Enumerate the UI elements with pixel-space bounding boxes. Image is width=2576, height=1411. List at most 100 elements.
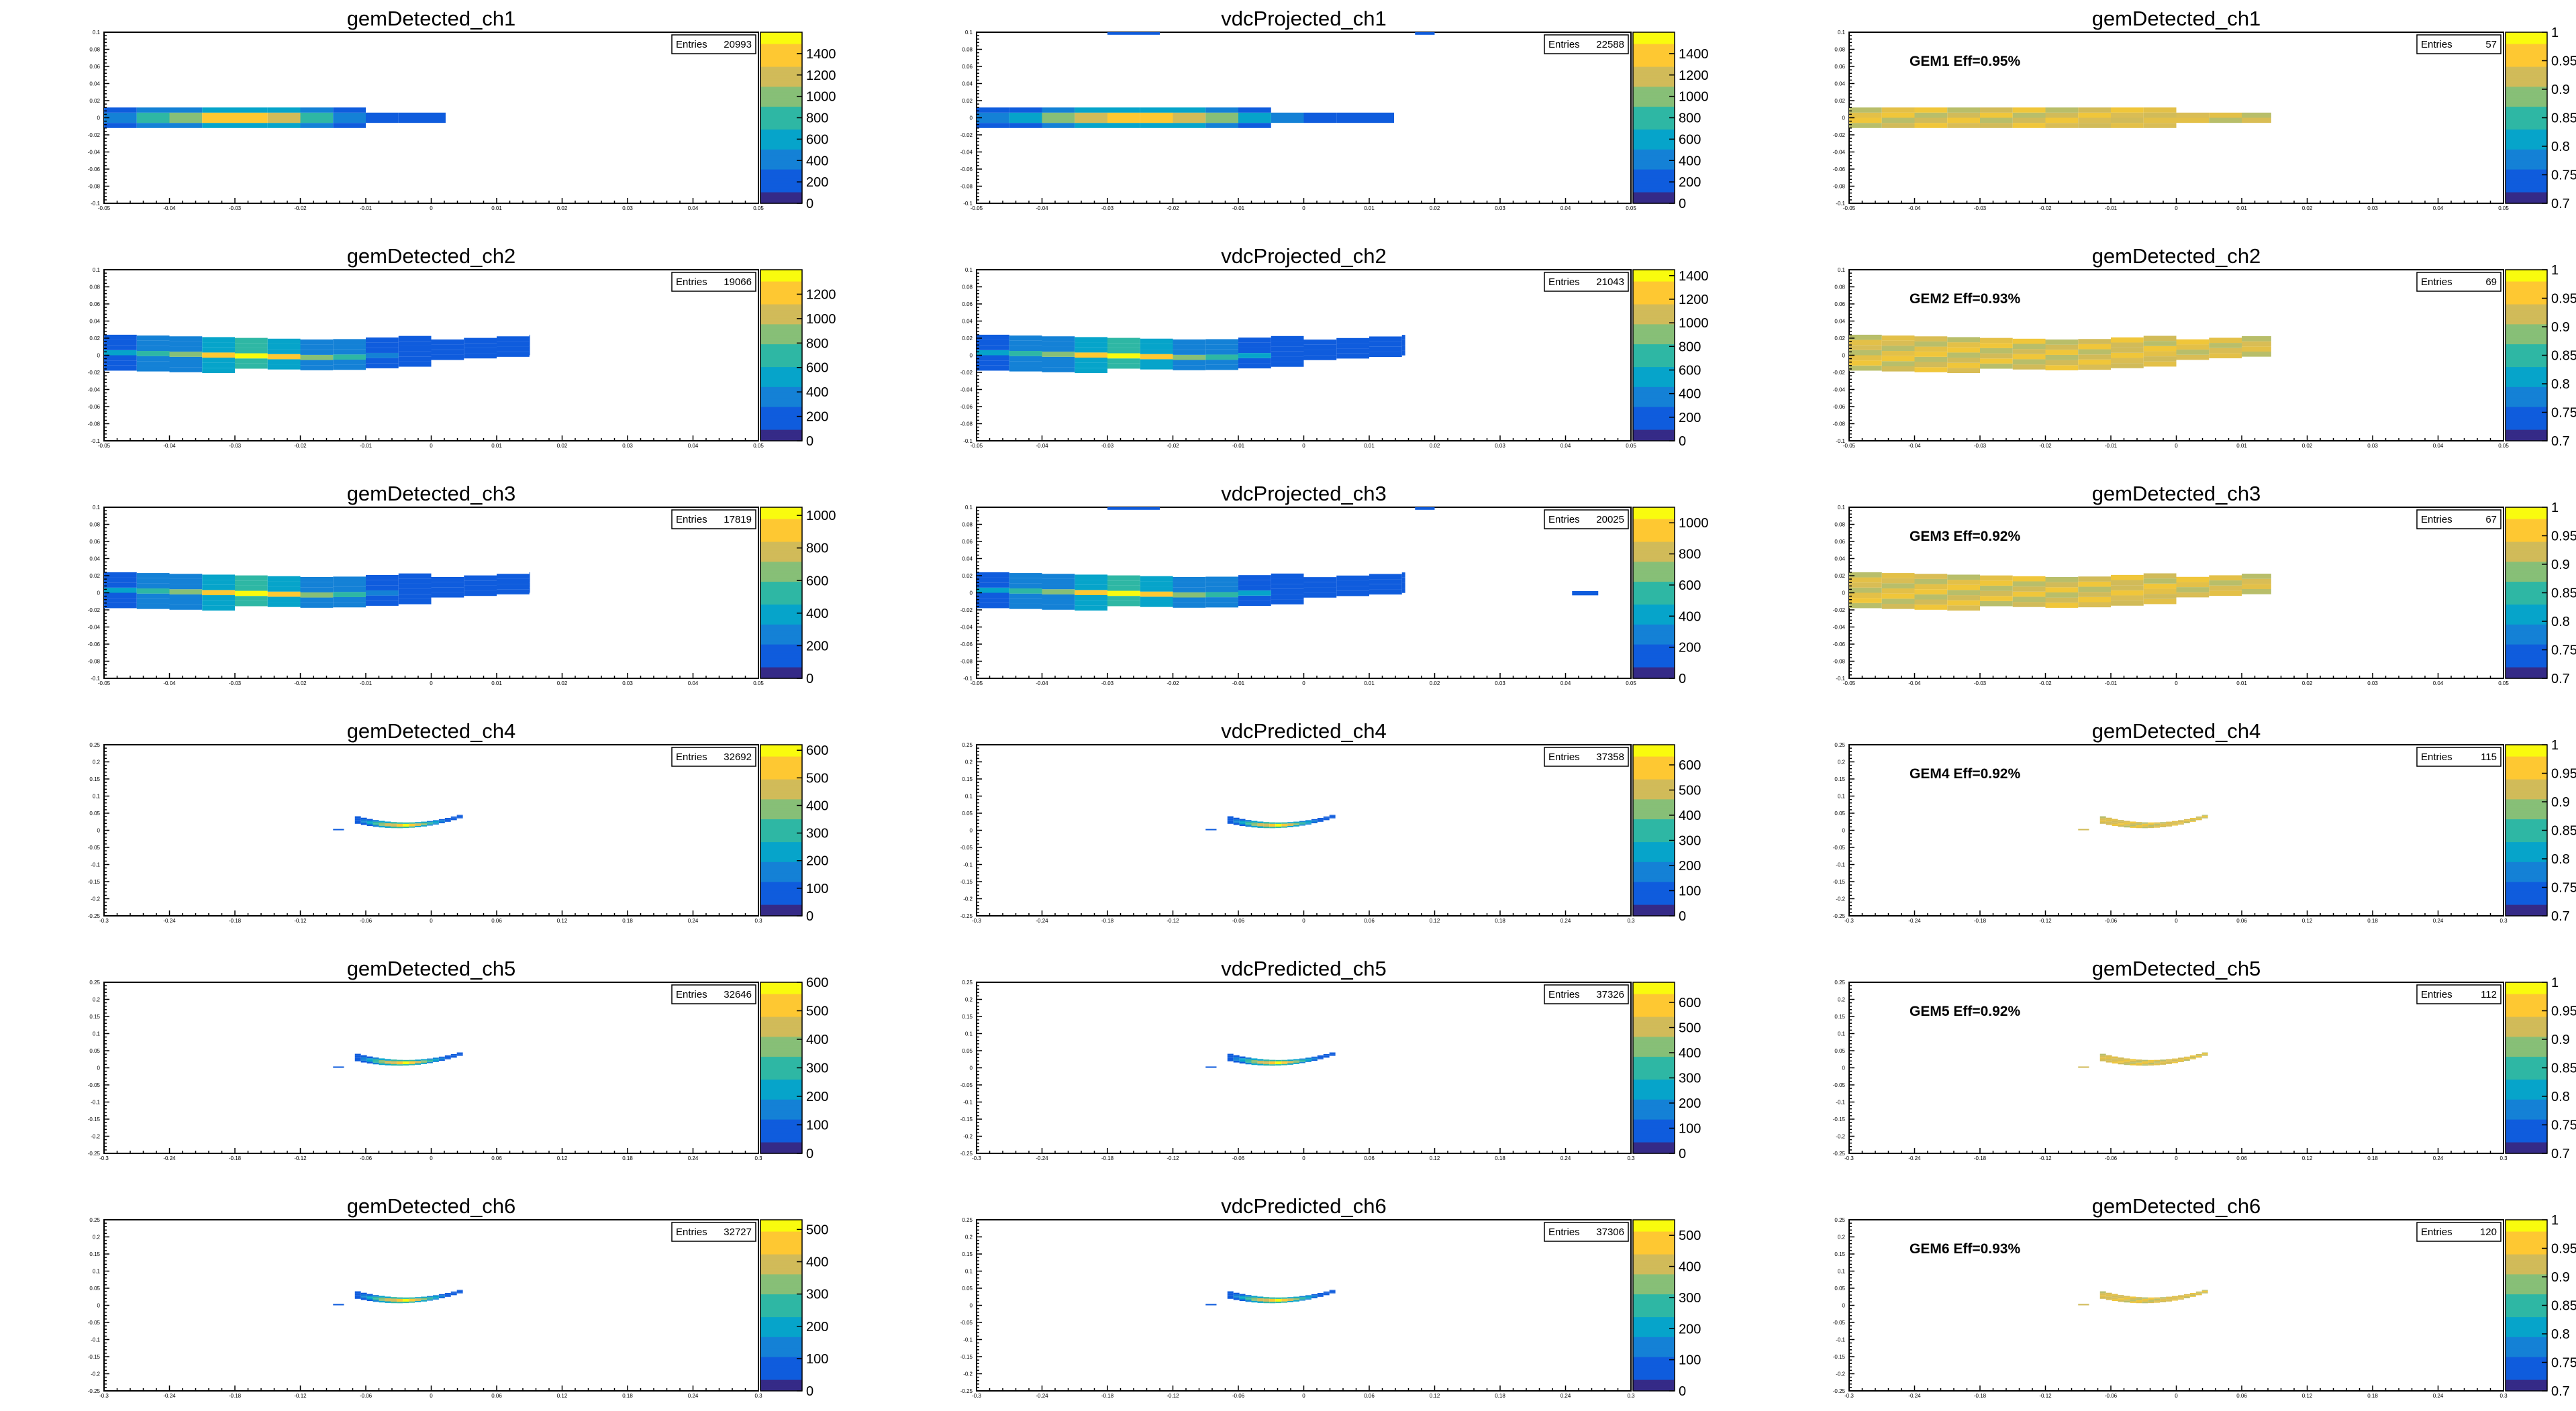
color-bar-step (760, 1076, 802, 1080)
color-bar-step (760, 747, 802, 751)
color-bar-step (760, 1071, 802, 1074)
color-bar-step (2506, 429, 2547, 433)
plot-pad-4: vdcProjected_ch2-0.05-0.04-0.03-0.02-0.0… (936, 243, 1725, 461)
x-tick-label: 0 (1302, 680, 1305, 686)
z-tick-label: 0.95 (2551, 529, 2576, 544)
heat-cell (170, 107, 203, 113)
z-tick-label: 1000 (806, 509, 836, 523)
heat-cell (1304, 582, 1337, 588)
color-bar-step (2506, 278, 2547, 282)
heat-cell (1275, 1061, 1281, 1063)
color-bar-step (760, 559, 802, 562)
y-tick-label: 0.08 (89, 284, 100, 291)
color-bar-step (760, 1014, 802, 1017)
x-tick-label: -0.03 (229, 205, 242, 211)
color-bar-step (1633, 398, 1675, 401)
color-bar-step (2506, 639, 2547, 642)
color-bar-step (760, 38, 802, 42)
heat-cell (409, 824, 415, 825)
stats-entries-value: 120 (2480, 1226, 2497, 1238)
heat-cell (2046, 582, 2079, 588)
heat-cell (2160, 826, 2166, 827)
color-bar-step (1633, 644, 1675, 647)
stats-entries-label: Entries (676, 514, 707, 525)
color-bar-step (1633, 1005, 1675, 1008)
heat-cell (137, 366, 170, 372)
color-bar-step (1633, 1034, 1675, 1037)
heat-cell (1299, 1059, 1305, 1060)
y-tick-label: -0.15 (960, 879, 973, 885)
heat-cell (1402, 340, 1405, 346)
heat-cell (355, 820, 361, 822)
stats-entries-value: 20025 (1596, 514, 1624, 525)
heat-cell (1947, 337, 1980, 342)
heat-cell (1042, 589, 1075, 594)
heat-cell (385, 1062, 391, 1063)
heat-cell (1269, 1063, 1275, 1064)
color-bar-step (760, 1363, 802, 1366)
color-bar-step (2506, 1145, 2547, 1148)
heat-cell (391, 822, 397, 823)
color-bar-step (1633, 1311, 1675, 1314)
color-bar-step (2506, 782, 2547, 785)
color-bar-step (760, 582, 802, 585)
color-bar-step (2506, 845, 2547, 848)
heat-cell (415, 1062, 421, 1063)
color-bar-step (760, 1008, 802, 1011)
x-tick-label: 0.06 (1364, 1393, 1375, 1399)
color-bar-step (1633, 836, 1675, 839)
y-tick-label: -0.06 (960, 641, 973, 647)
heat-cell (1228, 820, 1234, 822)
heat-cell (1257, 823, 1263, 825)
x-tick-label: -0.12 (1167, 918, 1179, 924)
heat-cell (137, 335, 170, 341)
heat-cell (1075, 348, 1107, 353)
y-tick-label: -0.05 (88, 1082, 101, 1088)
heat-cell (2124, 826, 2130, 827)
color-bar-step (1633, 839, 1675, 842)
heat-cell (2112, 824, 2118, 826)
heat-cell (2172, 823, 2178, 825)
color-bar-step (1633, 1076, 1675, 1080)
y-tick-label: 0.05 (89, 1286, 100, 1292)
heat-cell (421, 1059, 427, 1061)
color-bar-step (760, 415, 802, 419)
color-bar-step (2506, 347, 2547, 350)
z-tick-label: 0 (806, 1384, 813, 1399)
color-bar-step (760, 751, 802, 754)
stats-entries-value: 37306 (1596, 1226, 1624, 1238)
color-bar-step (1633, 78, 1675, 81)
stats-entries-label: Entries (676, 989, 707, 1000)
color-bar-step (1633, 135, 1675, 138)
y-tick-label: -0.06 (88, 166, 101, 172)
heat-cell (2046, 339, 2079, 345)
heat-cell (1246, 1061, 1252, 1063)
color-bar-step (1633, 793, 1675, 796)
y-tick-label: 0.05 (1834, 1048, 1845, 1054)
heat-cell (2160, 1063, 2166, 1065)
heat-cell (399, 118, 432, 123)
color-bar-step (1633, 272, 1675, 276)
heat-cell (432, 118, 446, 123)
color-bar-step (2506, 1031, 2547, 1034)
color-bar-step (760, 793, 802, 796)
color-bar-step (1633, 776, 1675, 780)
color-bar-step (760, 630, 802, 633)
color-bar-step (1633, 1229, 1675, 1232)
color-bar-step (760, 753, 802, 757)
x-tick-label: 0.24 (2433, 1155, 2444, 1161)
heat-cell (1980, 118, 2013, 123)
stray-bin (1107, 32, 1160, 35)
color-bar-step (1633, 904, 1675, 908)
color-bar-step (2506, 38, 2547, 42)
y-tick-label: -0.25 (88, 1388, 101, 1394)
x-tick-label: 0.3 (1627, 918, 1635, 924)
z-tick-label: 200 (806, 175, 828, 190)
heat-cell (2118, 1059, 2124, 1061)
heat-cell (355, 1055, 361, 1057)
color-bar-step (2506, 831, 2547, 834)
x-tick-label: -0.02 (1167, 443, 1179, 449)
y-tick-label: -0.04 (1833, 150, 1846, 156)
color-bar-step (1633, 378, 1675, 382)
x-tick-label: 0 (430, 443, 433, 449)
